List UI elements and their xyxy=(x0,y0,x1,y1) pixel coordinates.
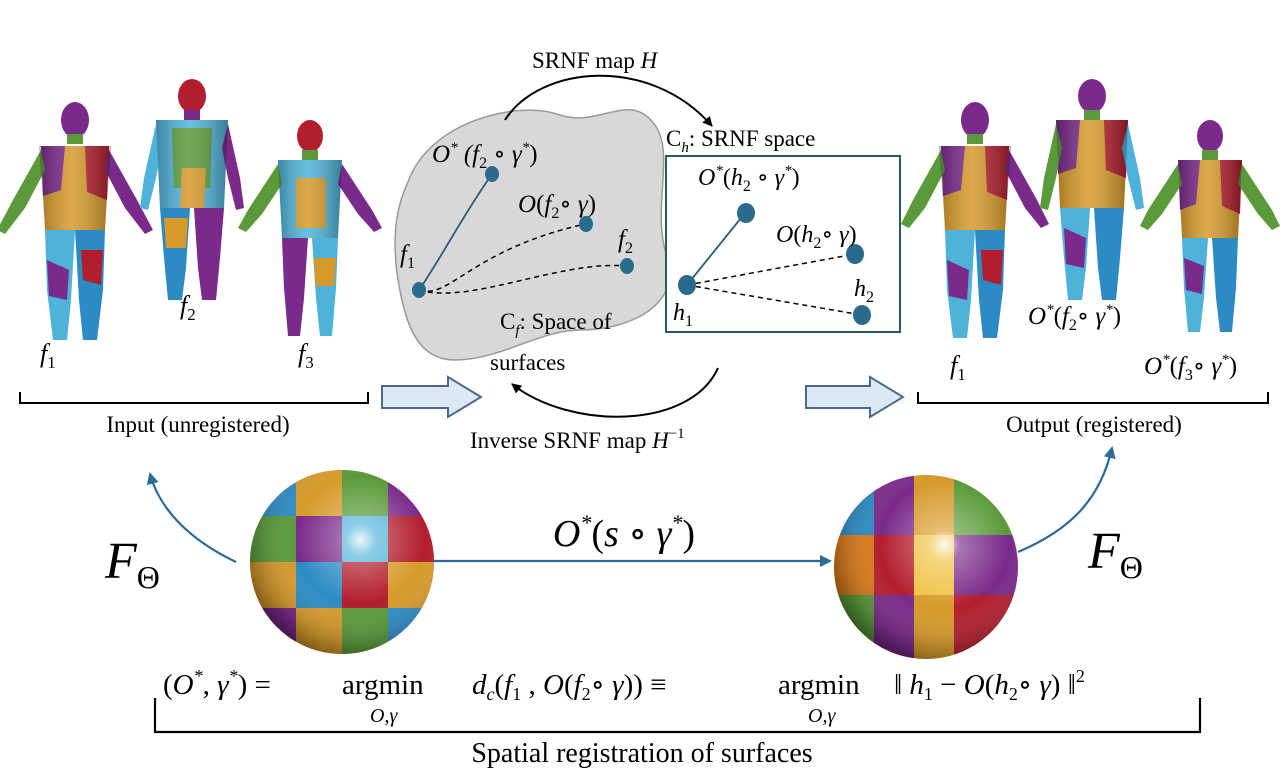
output-bracket xyxy=(917,392,1269,404)
output-label-f2: O*(f2∘ γ*) xyxy=(1028,302,1121,334)
input-surfaces: f1 f2 f3 xyxy=(0,79,382,372)
output-surfaces: f1 O*(f2∘ γ*) O*(f3∘ γ*) xyxy=(901,79,1280,384)
output-caption: Output (registered) xyxy=(1006,412,1182,437)
sphere-map-label: O*(s ∘ γ*) xyxy=(553,510,695,555)
f-theta-arrow-right xyxy=(1017,446,1116,554)
human-surface-f3 xyxy=(238,120,382,336)
f-theta-arrow-left xyxy=(146,472,237,563)
srnf-map-arrow xyxy=(504,74,713,127)
output-label-f1: f1 xyxy=(950,351,966,384)
human-surface-f1 xyxy=(0,102,153,340)
svg-text:argmin: argmin xyxy=(342,669,424,701)
label-o-h2: O(h2∘ γ) xyxy=(776,222,857,252)
input-label-f2: f2 xyxy=(180,291,196,324)
input-label-f3: f3 xyxy=(298,339,314,372)
srnf-space-label: Ch: SRNF space xyxy=(666,126,815,156)
human-surface-out-f1 xyxy=(901,102,1049,338)
srnf-map-label: SRNF map H xyxy=(532,48,659,73)
point-h1 xyxy=(678,275,696,295)
parameter-sphere-right xyxy=(834,475,1018,659)
block-arrow-right xyxy=(805,375,905,419)
inverse-srnf-label: Inverse SRNF map H−1 xyxy=(470,426,685,453)
input-label-f1: f1 xyxy=(40,339,56,372)
point-o-f2 xyxy=(579,216,593,232)
human-surface-out-f2 xyxy=(1040,79,1144,300)
parameter-sphere-left xyxy=(250,470,434,654)
geodesic-optimal xyxy=(418,173,493,291)
point-h2 xyxy=(853,305,871,325)
srnf-space-box xyxy=(665,155,901,333)
output-label-f3: O*(f3∘ γ*) xyxy=(1144,352,1237,384)
f-theta-left: FΘ xyxy=(104,533,160,595)
surface-space-blob xyxy=(394,108,671,361)
human-surface-out-f3 xyxy=(1140,120,1280,332)
geodesic-path-b xyxy=(418,264,628,294)
registration-equation: (O*, γ*) = argmin O,γ dc(f1 , O(f2∘ γ)) … xyxy=(163,666,1085,727)
inverse-srnf-arrow xyxy=(511,367,719,418)
srnf-optimal-line xyxy=(686,212,746,286)
block-arrow-left xyxy=(381,375,483,419)
svg-text:(O*, γ*) =: (O*, γ*) = xyxy=(163,666,271,701)
label-opt-f2: O* (f2 ∘ γ*) xyxy=(432,140,538,172)
input-bracket xyxy=(19,392,369,404)
surface-space-label-2: surfaces xyxy=(490,350,565,375)
svg-text:‖ h1 − O(h2∘ γ) ‖2: ‖ h1 − O(h2∘ γ) ‖2 xyxy=(894,666,1085,704)
srnf-dashed-b xyxy=(686,284,863,316)
f-theta-right: FΘ xyxy=(1087,523,1143,585)
point-o-h2 xyxy=(846,244,864,264)
geodesic-path-a xyxy=(418,223,586,292)
equation-bracket xyxy=(153,698,1202,734)
point-f2 xyxy=(620,258,634,274)
human-surface-f2 xyxy=(140,79,244,300)
point-opt-h2 xyxy=(737,203,755,223)
input-caption: Input (unregistered) xyxy=(106,412,289,437)
argmin-subscript-2: O,γ xyxy=(808,705,836,727)
svg-text:dc(f1 , O(f2∘ γ)) ≡: dc(f1 , O(f2∘ γ)) ≡ xyxy=(472,669,667,704)
srnf-dashed-a xyxy=(686,253,856,286)
argmin-subscript-1: O,γ xyxy=(370,705,398,727)
point-f1 xyxy=(412,282,426,298)
point-opt-f2 xyxy=(485,166,499,182)
spatial-registration-caption: Spatial registration of surfaces xyxy=(471,738,812,769)
svg-text:argmin: argmin xyxy=(778,669,860,701)
